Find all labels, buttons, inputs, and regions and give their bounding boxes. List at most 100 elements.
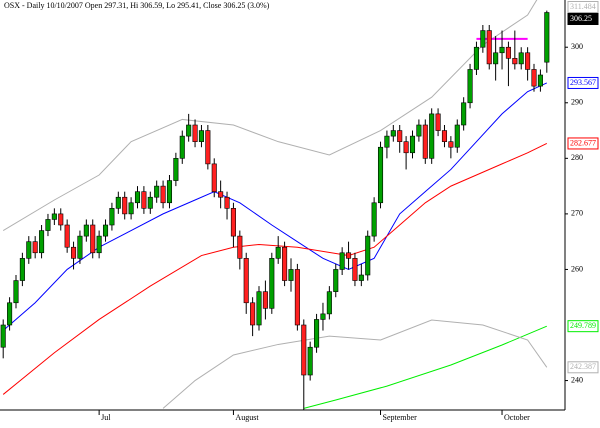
candle-body xyxy=(179,135,185,159)
candle-body xyxy=(537,74,543,87)
candle-body xyxy=(448,141,454,148)
chart-title: OSX - Daily 10/10/2007 Open 297.31, Hi 3… xyxy=(4,1,270,10)
candle-body xyxy=(544,12,550,63)
value-box-label: 249.789 xyxy=(570,321,596,330)
candle-body xyxy=(429,113,435,159)
candle-body xyxy=(71,246,77,259)
plot-area xyxy=(0,0,550,410)
candle-body xyxy=(256,291,262,326)
candle-body xyxy=(64,224,70,248)
candle-body xyxy=(435,113,441,131)
candle-body xyxy=(282,246,288,281)
candle-body xyxy=(422,124,428,159)
candle-body xyxy=(352,258,358,281)
x-tick-label: Jul xyxy=(101,413,111,422)
candle-body xyxy=(269,258,275,309)
candle-body xyxy=(473,46,479,70)
value-box xyxy=(567,137,599,150)
value-box xyxy=(567,361,599,374)
y-tick-label: 260 xyxy=(571,264,583,273)
candle-body xyxy=(250,302,256,326)
candle-body xyxy=(51,213,57,220)
value-box xyxy=(567,13,599,25)
candle-body xyxy=(198,130,204,142)
candle-body xyxy=(467,69,473,104)
candle-body xyxy=(525,52,531,70)
candle-body xyxy=(26,241,32,259)
candle-body xyxy=(19,258,25,281)
y-tick-label: 240 xyxy=(571,375,583,384)
candle-body xyxy=(365,235,371,276)
value-box-label: 242.387 xyxy=(570,362,596,371)
candle-body xyxy=(147,196,153,209)
y-tick-label: 270 xyxy=(571,209,583,218)
candle-body xyxy=(115,196,121,209)
candle-body xyxy=(13,280,19,304)
candle-body xyxy=(512,58,518,65)
candle-body xyxy=(326,291,332,315)
candle-body xyxy=(384,135,390,148)
value-box-label: 306.25 xyxy=(570,14,592,23)
candle-body xyxy=(32,241,38,254)
candle-body xyxy=(154,185,160,198)
candle-body xyxy=(441,130,448,142)
candle-body xyxy=(262,291,268,309)
overlay-line xyxy=(303,325,547,409)
candle-body xyxy=(58,213,64,226)
candle-body xyxy=(480,30,486,48)
candle-body xyxy=(346,252,352,259)
candle-body xyxy=(122,196,128,215)
candle-body xyxy=(173,158,179,181)
candle-body xyxy=(45,219,51,231)
candle-body xyxy=(102,224,109,237)
candle-body xyxy=(499,46,505,54)
candle-body xyxy=(505,46,511,59)
value-box-label: 311.484 xyxy=(570,2,596,11)
candle-body xyxy=(0,324,6,348)
candle-body xyxy=(243,258,249,304)
candle-body xyxy=(141,191,147,209)
candle-body xyxy=(205,130,211,165)
candle-body xyxy=(301,324,307,376)
candle-body xyxy=(166,180,173,204)
candle-body xyxy=(160,185,166,204)
overlay-line xyxy=(2,82,548,331)
candle-body xyxy=(211,163,217,192)
overlay-line xyxy=(162,319,548,409)
candle-body xyxy=(390,130,396,137)
candle-body xyxy=(358,274,364,281)
candle-body xyxy=(237,235,243,259)
candle-body xyxy=(192,124,198,142)
candle-body xyxy=(493,52,499,65)
candle-body xyxy=(90,224,96,254)
candle-body xyxy=(7,302,13,326)
value-box-label: 293.567 xyxy=(570,78,596,87)
candle-body xyxy=(83,224,89,237)
candle-body xyxy=(333,269,339,292)
candle-body xyxy=(409,135,416,154)
candle-body xyxy=(397,130,403,142)
candle-body xyxy=(294,269,300,326)
candle-body xyxy=(314,319,320,348)
x-tick-label: October xyxy=(504,413,530,422)
y-tick-label: 290 xyxy=(571,98,583,107)
candle-body xyxy=(230,208,236,237)
candle-body xyxy=(461,102,467,126)
value-box xyxy=(567,1,599,13)
candle-body xyxy=(39,230,45,254)
candle-body xyxy=(486,30,492,65)
y-tick-label: 280 xyxy=(571,153,583,162)
candle-body xyxy=(275,246,281,259)
value-box xyxy=(567,76,599,89)
candle-body xyxy=(531,69,537,87)
candle-body xyxy=(518,52,524,65)
candle-body xyxy=(403,141,409,154)
x-tick-label: September xyxy=(383,413,418,422)
candle-body xyxy=(454,124,460,148)
y-tick-label: 300 xyxy=(571,42,583,51)
candle-body xyxy=(416,124,422,137)
candle-body xyxy=(218,191,224,198)
candle-body xyxy=(371,202,377,237)
candle-body xyxy=(377,146,384,204)
